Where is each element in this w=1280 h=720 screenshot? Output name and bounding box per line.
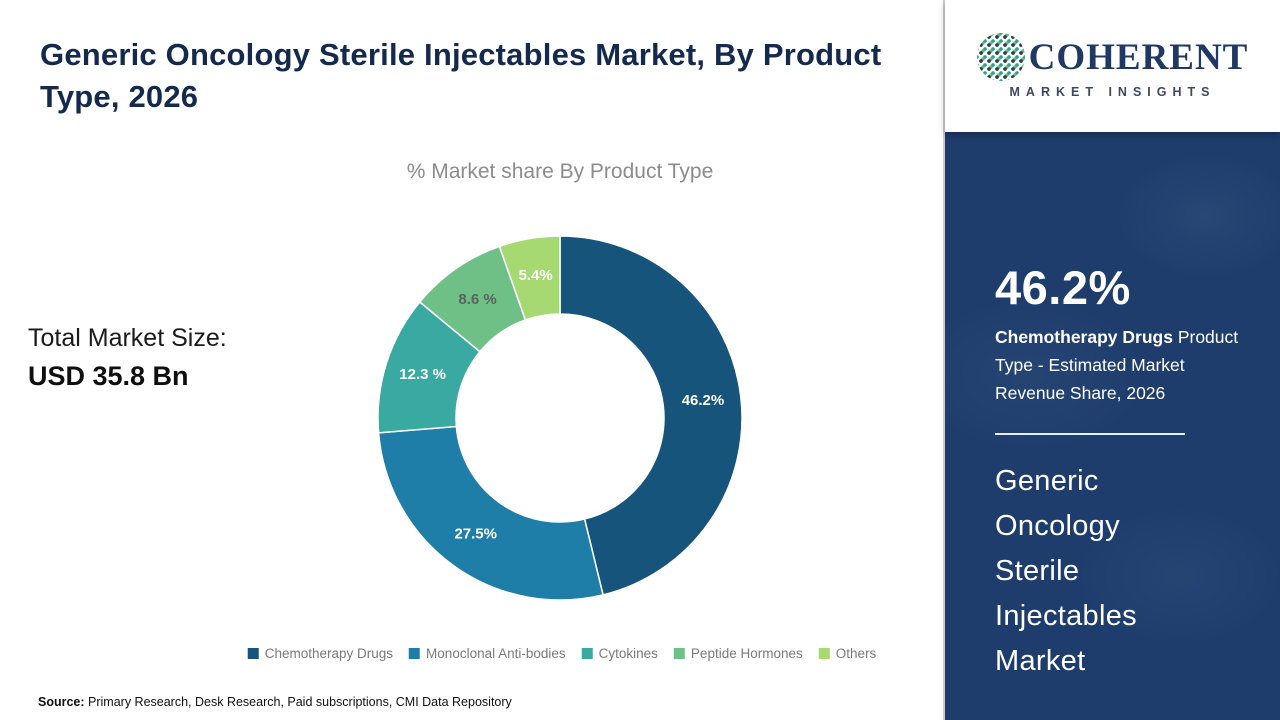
legend-marker-icon [581, 648, 593, 659]
donut-segment-label: 5.4% [519, 267, 553, 284]
legend-label: Chemotherapy Drugs [264, 646, 394, 661]
donut-chart: 46.2% 27.5% 12.3 % 8.6 % 5.4% [377, 235, 743, 601]
donut-segment-label: 46.2% [682, 392, 725, 409]
source-text: Primary Research, Desk Research, Paid su… [84, 695, 512, 709]
legend-label: Cytokines [598, 646, 658, 661]
legend-marker-icon [818, 648, 830, 659]
legend-item: Chemotherapy Drugs [247, 646, 394, 661]
donut-chart-container: 46.2% 27.5% 12.3 % 8.6 % 5.4% [370, 228, 750, 608]
legend-marker-icon [409, 648, 421, 659]
legend-item: Cytokines [581, 646, 658, 661]
legend-label: Monoclonal Anti-bodies [426, 646, 566, 661]
donut-segment [559, 235, 743, 596]
logo-mosaic-c-icon [976, 33, 1025, 81]
donut-segment-label: 12.3 % [399, 366, 446, 383]
legend-label: Peptide Hormones [690, 646, 803, 661]
donut-segment-label: 8.6 % [458, 291, 496, 308]
legend-item: Peptide Hormones [673, 646, 803, 661]
chart-legend: Chemotherapy Drugs Monoclonal Anti-bodies… [240, 646, 885, 662]
brand-logo: COHERENT [976, 33, 1249, 81]
page-title: Generic Oncology Sterile Injectables Mar… [40, 37, 882, 114]
brand-logo-box: COHERENT MARKET INSIGHTS [945, 0, 1280, 132]
donut-segment [377, 425, 604, 601]
highlight-stat-value: 46.2% [995, 261, 1131, 314]
source-line: Source: Primary Research, Desk Research,… [38, 695, 512, 709]
legend-item: Others [818, 646, 877, 661]
highlight-stat-segment: Chemotherapy Drugs [995, 327, 1173, 347]
vertical-divider [943, 0, 945, 720]
brand-name: COHERENT [1028, 36, 1249, 78]
donut-segment-label: 27.5% [454, 526, 497, 543]
legend-label: Others [835, 646, 877, 661]
sidebar-panel: COHERENT MARKET INSIGHTS 46.2% Chemother… [945, 0, 1280, 720]
legend-item: Monoclonal Anti-bodies [409, 646, 566, 661]
chart-subtitle: % Market share By Product Type [406, 160, 714, 183]
brand-tagline: MARKET INSIGHTS [1009, 85, 1216, 99]
sidebar-market-name: Generic Oncology Sterile Injectables Mar… [995, 465, 1137, 677]
highlight-stat-detail: Product Type - Estimated Market Revenue … [995, 327, 1239, 403]
sidebar-content: 46.2% Chemotherapy Drugs Product Type - … [945, 260, 1280, 684]
total-market-size-value: USD 35.8 Bn [28, 361, 189, 391]
sidebar-divider [995, 433, 1185, 435]
highlight-stat-description: Chemotherapy Drugs Product Type - Estima… [995, 323, 1240, 407]
legend-marker-icon [673, 648, 685, 659]
total-market-size-block: Total Market Size: USD 35.8 Bn [28, 324, 227, 392]
total-market-size-label: Total Market Size: [28, 324, 227, 352]
donut-segment [498, 235, 561, 321]
source-label: Source: [38, 695, 85, 709]
legend-marker-icon [247, 648, 259, 659]
main-chart-area: Generic Oncology Sterile Injectables Mar… [28, 37, 885, 709]
